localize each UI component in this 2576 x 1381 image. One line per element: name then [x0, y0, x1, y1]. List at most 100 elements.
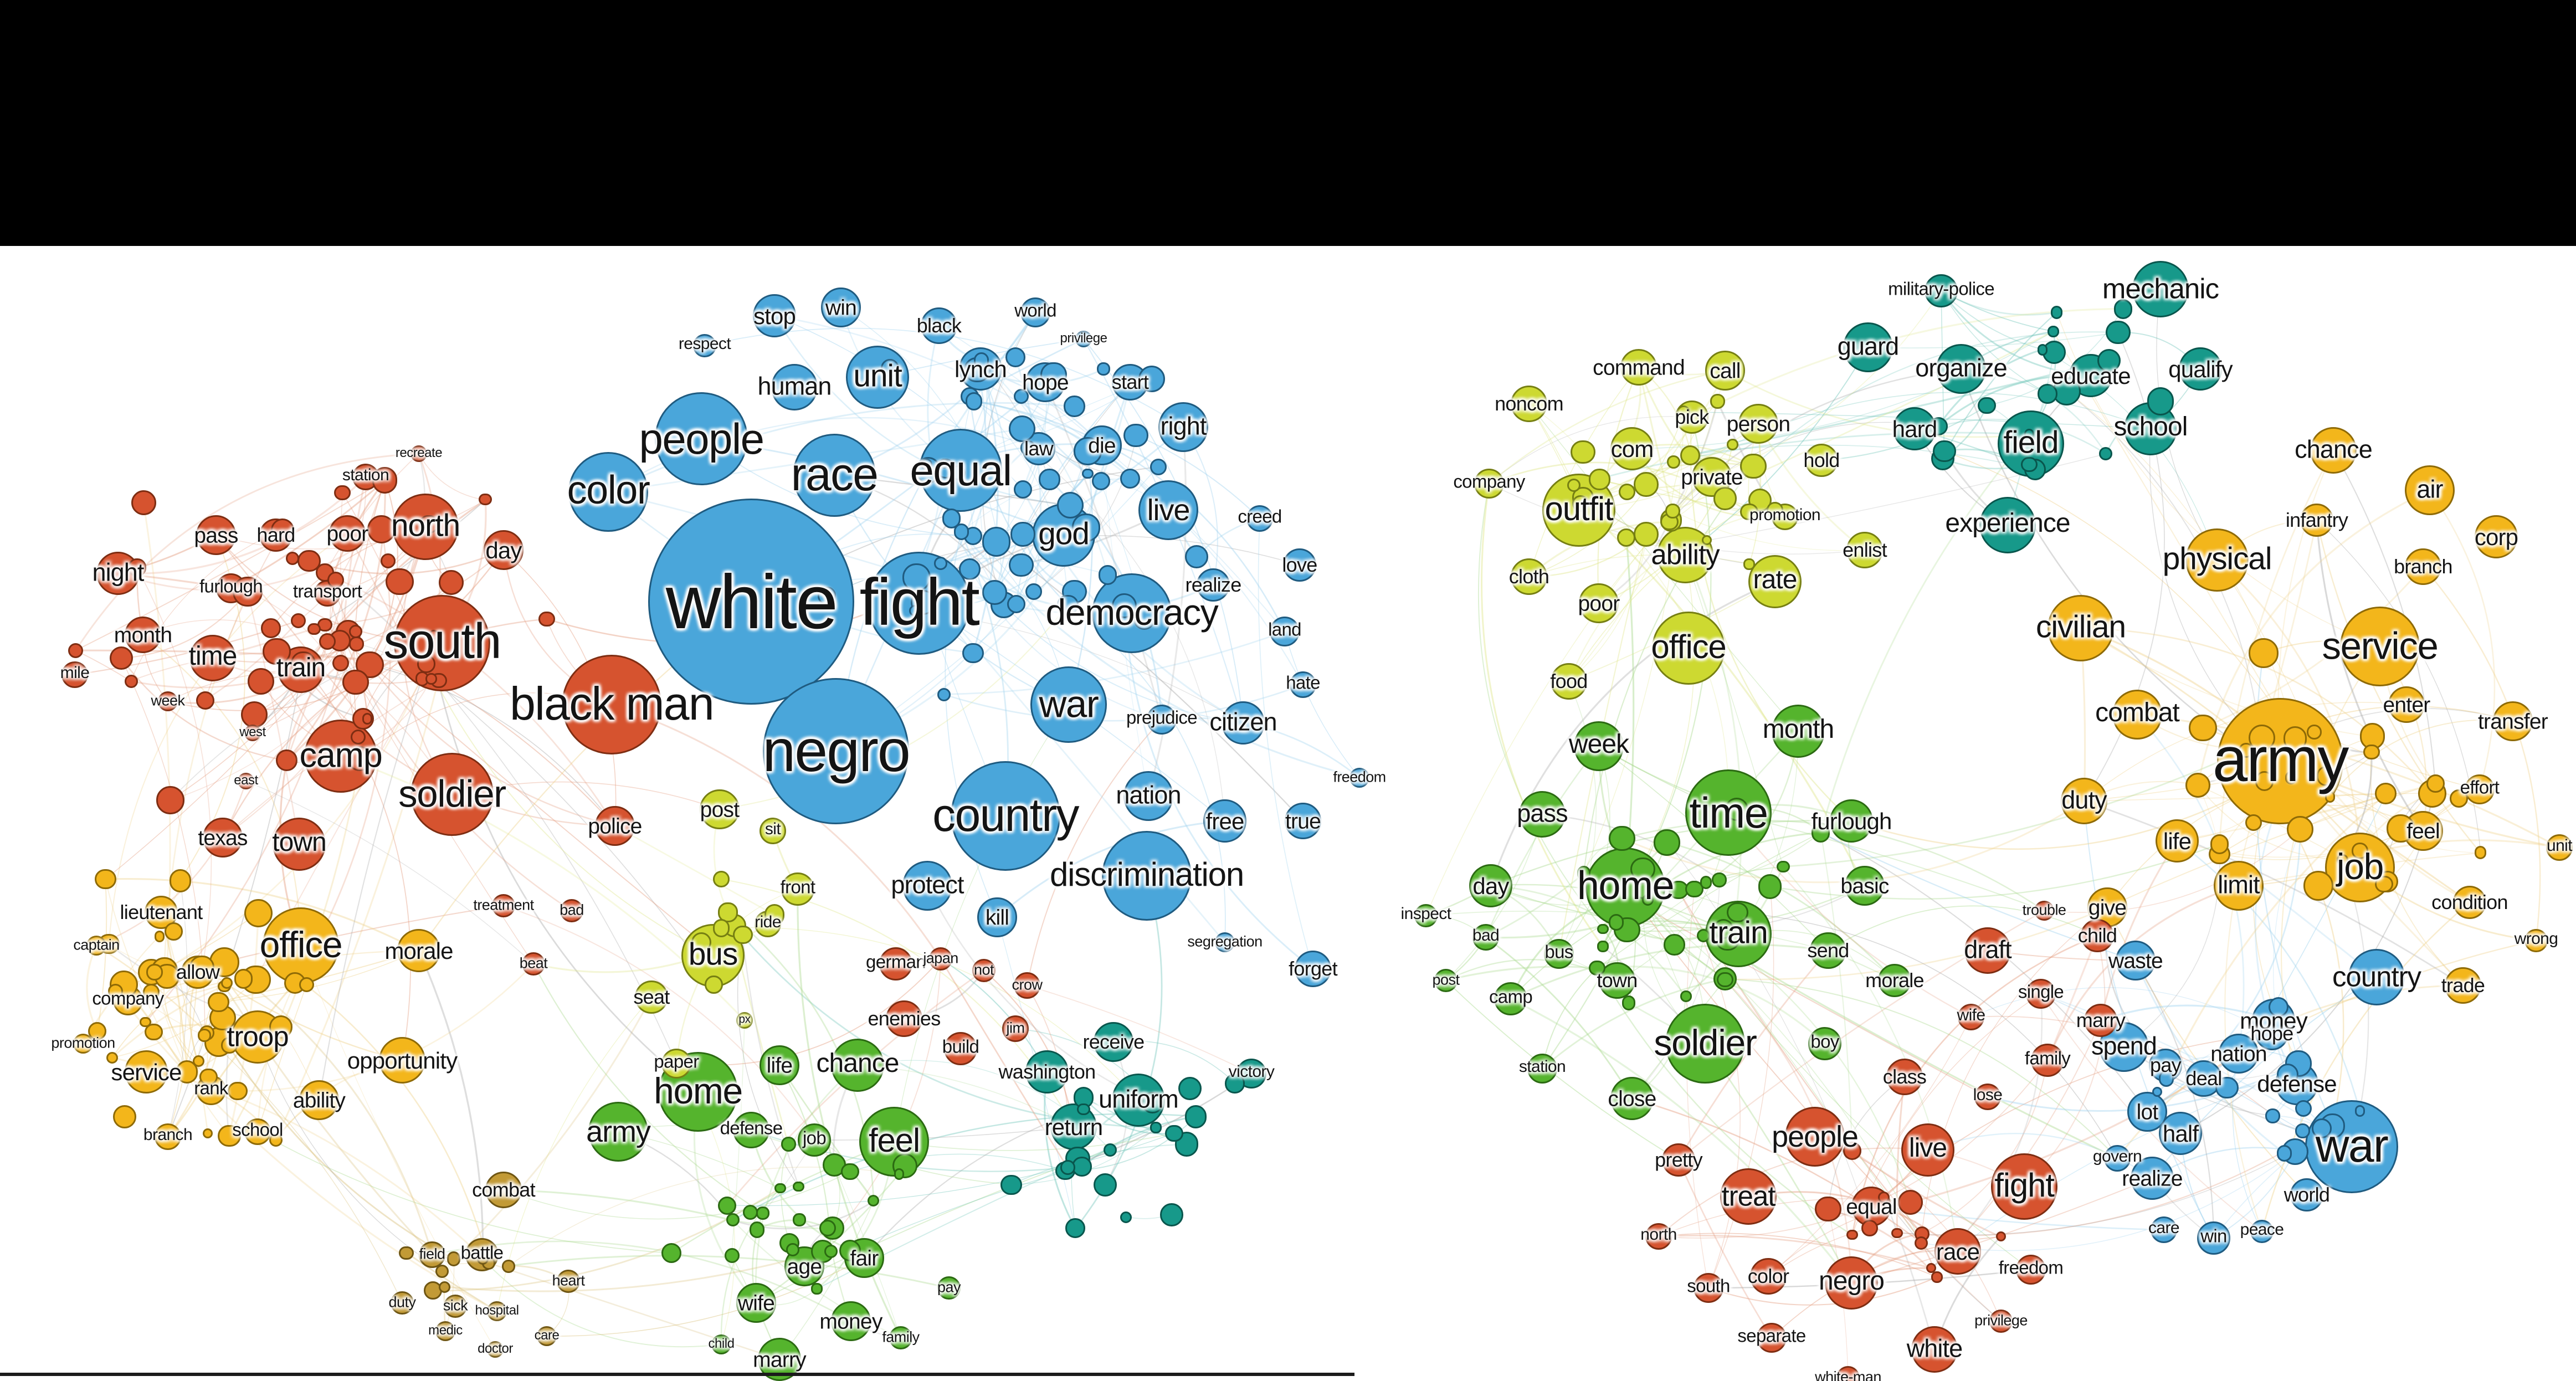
- right-node-half[interactable]: [2159, 1112, 2202, 1155]
- left-node-german[interactable]: [879, 947, 912, 980]
- right-node-send[interactable]: [1810, 932, 1846, 969]
- left-node-forget[interactable]: [1295, 951, 1331, 987]
- right-node-draft[interactable]: [1964, 927, 2011, 974]
- right-node-realize[interactable]: [2131, 1157, 2174, 1200]
- left-node-land[interactable]: [1270, 617, 1300, 646]
- right-node-child[interactable]: [2081, 919, 2114, 952]
- left-node-world[interactable]: [1020, 297, 1050, 327]
- left-node-soldier[interactable]: [410, 753, 494, 836]
- right-node-enlist[interactable]: [1846, 532, 1883, 568]
- right-node-war[interactable]: [2305, 1100, 2398, 1193]
- left-node-captain[interactable]: [86, 936, 106, 956]
- right-node-day[interactable]: [1469, 864, 1512, 907]
- right-node-waste[interactable]: [2116, 941, 2156, 980]
- left-node-school[interactable]: [244, 1118, 271, 1145]
- left-node-black[interactable]: [921, 307, 957, 344]
- left-node-race[interactable]: [793, 434, 876, 517]
- right-node-wrong[interactable]: [2524, 929, 2548, 952]
- right-node-army[interactable]: [2217, 698, 2343, 824]
- right-node-boy[interactable]: [1808, 1027, 1841, 1060]
- right-node-month[interactable]: [1772, 705, 1825, 758]
- right-node-win[interactable]: [2197, 1221, 2230, 1255]
- left-node-crow[interactable]: [1014, 972, 1040, 999]
- left-node-jim[interactable]: [1002, 1015, 1029, 1042]
- right-node-pass[interactable]: [1519, 791, 1566, 838]
- right-node-military-police[interactable]: [1925, 274, 1958, 307]
- left-node-bad[interactable]: [560, 899, 583, 922]
- left-node-war[interactable]: [1030, 666, 1107, 743]
- left-node-hate[interactable]: [1290, 671, 1316, 698]
- left-node-month[interactable]: [125, 617, 161, 653]
- left-node-sick[interactable]: [444, 1295, 467, 1318]
- left-node-pass[interactable]: [196, 515, 236, 555]
- right-node-south[interactable]: [1694, 1273, 1723, 1303]
- right-node-service[interactable]: [2340, 607, 2420, 686]
- right-node-treat[interactable]: [1720, 1168, 1777, 1225]
- right-node-north[interactable]: [1645, 1223, 1672, 1250]
- right-node-white[interactable]: [1911, 1326, 1958, 1373]
- right-node-effort[interactable]: [2465, 774, 2495, 804]
- left-node-right[interactable]: [1158, 402, 1208, 452]
- right-node-organize[interactable]: [1936, 344, 1986, 394]
- right-node-freedom[interactable]: [2016, 1255, 2046, 1285]
- left-node-doctor[interactable]: [487, 1341, 504, 1358]
- right-node-pretty[interactable]: [1662, 1143, 1695, 1177]
- left-node-treatment[interactable]: [492, 894, 515, 917]
- left-node-town[interactable]: [273, 818, 326, 871]
- right-node-trouble[interactable]: [2034, 901, 2054, 921]
- right-node-combat[interactable]: [2112, 690, 2162, 740]
- left-node-creed[interactable]: [1246, 505, 1273, 532]
- left-node-duty[interactable]: [391, 1291, 414, 1315]
- left-node-beat[interactable]: [522, 952, 545, 976]
- left-node-paper[interactable]: [661, 1049, 691, 1079]
- right-node-week[interactable]: [1574, 721, 1624, 771]
- left-node-chance[interactable]: [831, 1039, 884, 1092]
- right-node-life[interactable]: [2156, 819, 2199, 863]
- right-node-post[interactable]: [1434, 969, 1458, 992]
- right-node-separate[interactable]: [1757, 1323, 1787, 1353]
- left-node-heart[interactable]: [557, 1270, 580, 1293]
- left-node-mile[interactable]: [61, 661, 88, 688]
- right-node-lot[interactable]: [2127, 1092, 2167, 1132]
- left-node-not[interactable]: [972, 959, 995, 982]
- right-node-unit[interactable]: [2546, 834, 2573, 861]
- left-node-segregation[interactable]: [1215, 932, 1235, 952]
- left-node-combat[interactable]: [485, 1172, 522, 1208]
- left-node-money[interactable]: [831, 1301, 871, 1341]
- left-node-ability[interactable]: [299, 1080, 339, 1120]
- left-node-service[interactable]: [125, 1050, 168, 1093]
- left-node-time[interactable]: [189, 635, 236, 681]
- right-node-peace[interactable]: [2250, 1220, 2274, 1243]
- left-node-life[interactable]: [760, 1045, 799, 1085]
- left-node-pay[interactable]: [937, 1276, 961, 1300]
- left-node-child[interactable]: [711, 1334, 731, 1354]
- left-node-privilege[interactable]: [1075, 331, 1092, 347]
- right-node-white-man[interactable]: [1836, 1366, 1860, 1381]
- left-node-love[interactable]: [1283, 548, 1316, 582]
- left-node-color[interactable]: [568, 452, 648, 532]
- right-node-bus[interactable]: [1544, 939, 1574, 969]
- left-node-negro[interactable]: [763, 678, 909, 824]
- right-node-experience[interactable]: [1979, 497, 2036, 553]
- left-node-poor[interactable]: [329, 515, 366, 552]
- right-node-town[interactable]: [1599, 962, 1635, 999]
- right-node-basic[interactable]: [1845, 866, 1885, 906]
- left-node-morale[interactable]: [397, 929, 440, 972]
- right-node-physical[interactable]: [2185, 528, 2249, 592]
- left-node-east[interactable]: [238, 773, 254, 789]
- right-node-color[interactable]: [1750, 1258, 1787, 1295]
- right-node-hope[interactable]: [2255, 1017, 2288, 1050]
- right-node-family[interactable]: [2031, 1044, 2064, 1077]
- right-node-camp[interactable]: [1494, 982, 1527, 1015]
- right-node-com[interactable]: [1610, 427, 1654, 470]
- left-node-enemies[interactable]: [886, 1000, 922, 1037]
- right-node-close[interactable]: [1610, 1077, 1654, 1120]
- right-node-spend[interactable]: [2099, 1022, 2149, 1072]
- left-node-unit[interactable]: [846, 346, 909, 409]
- right-node-class[interactable]: [1886, 1059, 1923, 1095]
- left-node-texas[interactable]: [203, 818, 243, 858]
- left-node-receive[interactable]: [1094, 1022, 1133, 1062]
- right-node-people[interactable]: [1785, 1107, 1845, 1167]
- right-node-race[interactable]: [1934, 1228, 1981, 1275]
- left-node-freedom[interactable]: [1349, 768, 1369, 788]
